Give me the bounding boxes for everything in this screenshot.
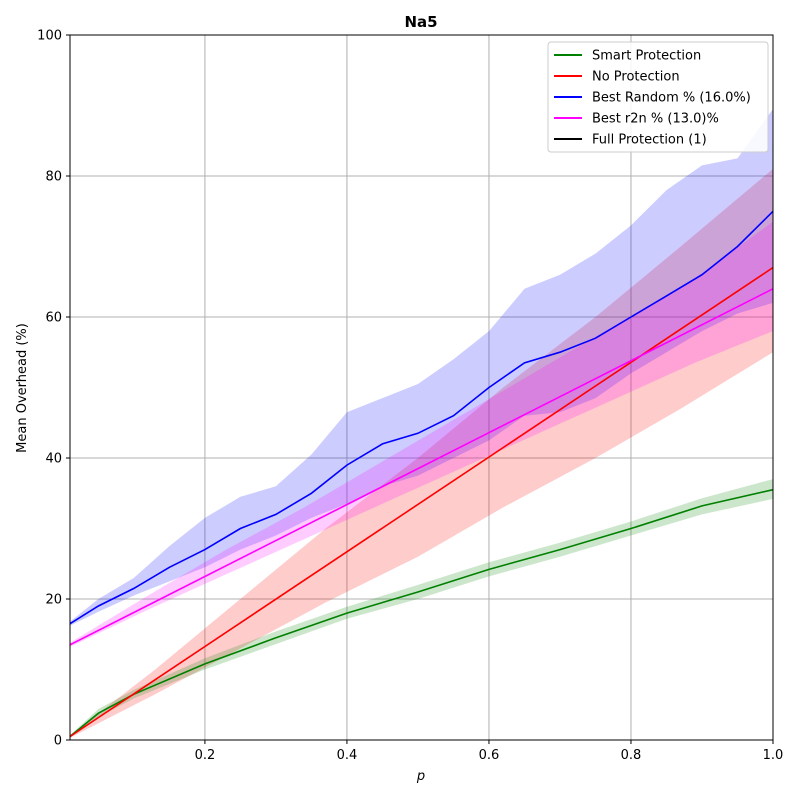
legend-box — [547, 41, 769, 153]
plot-frame — [69, 34, 774, 741]
y-tick-label: 80 — [45, 170, 62, 185]
y-tick-label: 20 — [45, 593, 62, 608]
confidence-bands — [70, 109, 773, 738]
x-axis-label: p — [416, 769, 425, 784]
series-line-2 — [69, 210, 774, 625]
y-tick-label: 0 — [54, 734, 62, 749]
y-axis-label: Mean Overhead (%) — [15, 323, 30, 453]
series-line-1 — [69, 266, 774, 738]
x-tick-label: 0.6 — [479, 748, 500, 763]
legend-label: Smart Protection — [592, 49, 701, 64]
y-tick-label: 100 — [37, 29, 62, 44]
legend: Smart Protection No Protection Best Random… — [547, 41, 769, 153]
band-1 — [70, 168, 773, 738]
legend-label: Best r2n % (13.0)% — [592, 112, 719, 127]
x-tick-label: 0.2 — [195, 748, 216, 763]
y-tick-label: 40 — [45, 452, 62, 467]
x-tick-label: 0.8 — [621, 748, 642, 763]
x-axis-ticks: 0.2 0.4 0.6 0.8 1.0 — [195, 740, 784, 763]
series-line-3 — [69, 288, 774, 646]
x-tick-label: 1.0 — [763, 748, 784, 763]
chart-title: Na5 — [404, 13, 437, 31]
legend-label: Full Protection (1) — [592, 133, 707, 148]
y-tick-label: 60 — [45, 311, 62, 326]
x-tick-label: 0.4 — [337, 748, 358, 763]
band-0 — [70, 479, 773, 738]
legend-label: No Protection — [592, 70, 680, 85]
series-lines — [69, 210, 774, 738]
band-3 — [70, 221, 773, 647]
band-2 — [70, 109, 773, 626]
legend-label: Best Random % (16.0%) — [592, 91, 751, 106]
y-axis-ticks: 0 20 40 60 80 100 — [37, 29, 70, 749]
